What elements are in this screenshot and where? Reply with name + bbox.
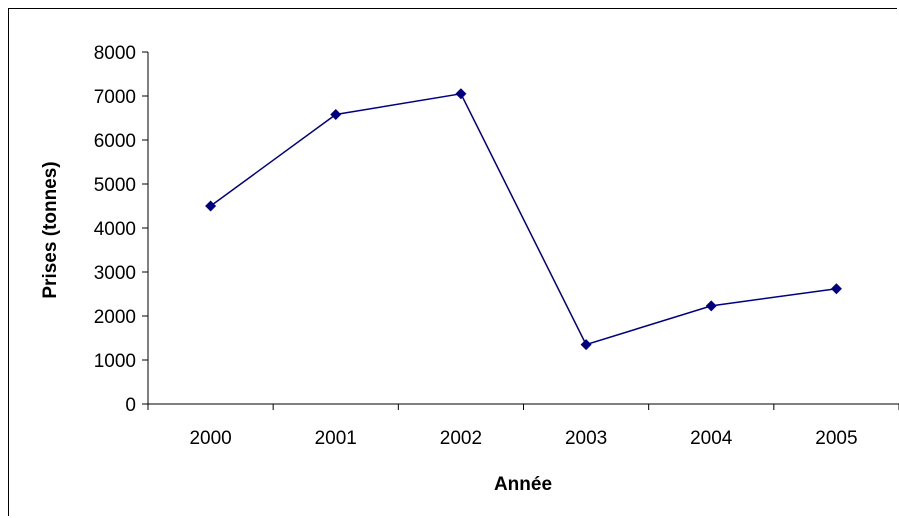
- series-group: [205, 88, 842, 351]
- x-axis-title: Année: [494, 474, 552, 495]
- data-point: [455, 88, 467, 100]
- y-tick-label: 2000: [94, 307, 136, 328]
- y-tick-label: 3000: [94, 263, 136, 284]
- data-point: [205, 200, 217, 212]
- data-point: [330, 108, 342, 120]
- y-tick-label: 4000: [94, 219, 136, 240]
- y-tick-label: 1000: [94, 351, 136, 372]
- series-line: [210, 92, 837, 346]
- x-tick-label: 2003: [565, 428, 607, 449]
- x-tick-label: 2002: [440, 428, 482, 449]
- y-ticks: 0 1000 2000 3000 4000 5000 6000 7000 8000: [94, 43, 148, 416]
- y-tick-label: 6000: [94, 131, 136, 152]
- y-tick-label: 0: [125, 395, 136, 416]
- data-point: [705, 300, 717, 312]
- data-point: [830, 283, 842, 295]
- x-ticks: 2000 2001 2002 2003 2004 2005: [147, 404, 899, 449]
- y-axis-title: Prises (tonnes): [40, 161, 61, 298]
- x-tick-label: 2001: [315, 428, 357, 449]
- chart-frame: [8, 8, 897, 516]
- x-tick-label: 2004: [690, 428, 733, 449]
- y-tick-label: 8000: [94, 43, 136, 64]
- y-tick-label: 7000: [94, 87, 136, 108]
- y-tick-label: 5000: [94, 175, 136, 196]
- x-tick-label: 2005: [815, 428, 857, 449]
- axes: [147, 52, 899, 405]
- data-point: [580, 339, 592, 351]
- x-tick-label: 2000: [189, 428, 231, 449]
